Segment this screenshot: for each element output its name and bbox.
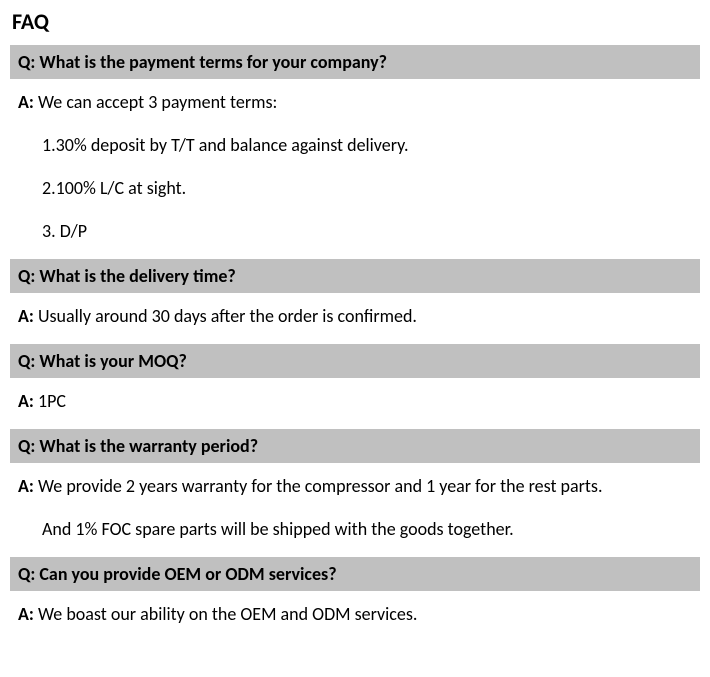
a-label: A:	[18, 475, 34, 497]
q-label: Q:	[18, 265, 35, 287]
page-title: FAQ	[10, 8, 700, 35]
faq-question: Q: What is your MOQ?	[10, 344, 700, 378]
a-item: 2.100% L/C at sight.	[18, 175, 692, 202]
q-label: Q:	[18, 563, 35, 585]
faq-answer: A: Usually around 30 days after the orde…	[10, 293, 700, 342]
faq-question: Q: What is the warranty period?	[10, 429, 700, 463]
a-label: A:	[18, 390, 34, 412]
q-label: Q:	[18, 350, 35, 372]
faq-answer: A: We boast our ability on the OEM and O…	[10, 591, 700, 640]
a-label: A:	[18, 305, 34, 327]
q-label: Q:	[18, 51, 35, 73]
faq-answer: A: 1PC	[10, 378, 700, 427]
a-text: Usually around 30 days after the order i…	[38, 305, 417, 327]
q-text: What is the payment terms for your compa…	[39, 51, 387, 73]
a-text: We can accept 3 payment terms:	[38, 91, 277, 113]
faq-container: FAQ Q: What is the payment terms for you…	[0, 0, 710, 648]
a-item: 3. D/P	[18, 218, 692, 245]
q-text: What is the delivery time?	[39, 265, 235, 287]
q-text: What is the warranty period?	[39, 435, 258, 457]
q-text: Can you provide OEM or ODM services?	[39, 563, 336, 585]
a-item: And 1% FOC spare parts will be shipped w…	[18, 516, 692, 543]
a-text: We provide 2 years warranty for the comp…	[38, 475, 603, 497]
a-text: We boast our ability on the OEM and ODM …	[38, 603, 418, 625]
faq-question: Q: What is the payment terms for your co…	[10, 45, 700, 79]
faq-question: Q: Can you provide OEM or ODM services?	[10, 557, 700, 591]
faq-answer: A: We provide 2 years warranty for the c…	[10, 463, 700, 555]
q-text: What is your MOQ?	[39, 350, 186, 372]
faq-answer: A: We can accept 3 payment terms: 1.30% …	[10, 79, 700, 257]
a-label: A:	[18, 603, 34, 625]
q-label: Q:	[18, 435, 35, 457]
faq-question: Q: What is the delivery time?	[10, 259, 700, 293]
a-text: 1PC	[38, 390, 66, 412]
a-item: 1.30% deposit by T/T and balance against…	[18, 132, 692, 159]
a-label: A:	[18, 91, 34, 113]
